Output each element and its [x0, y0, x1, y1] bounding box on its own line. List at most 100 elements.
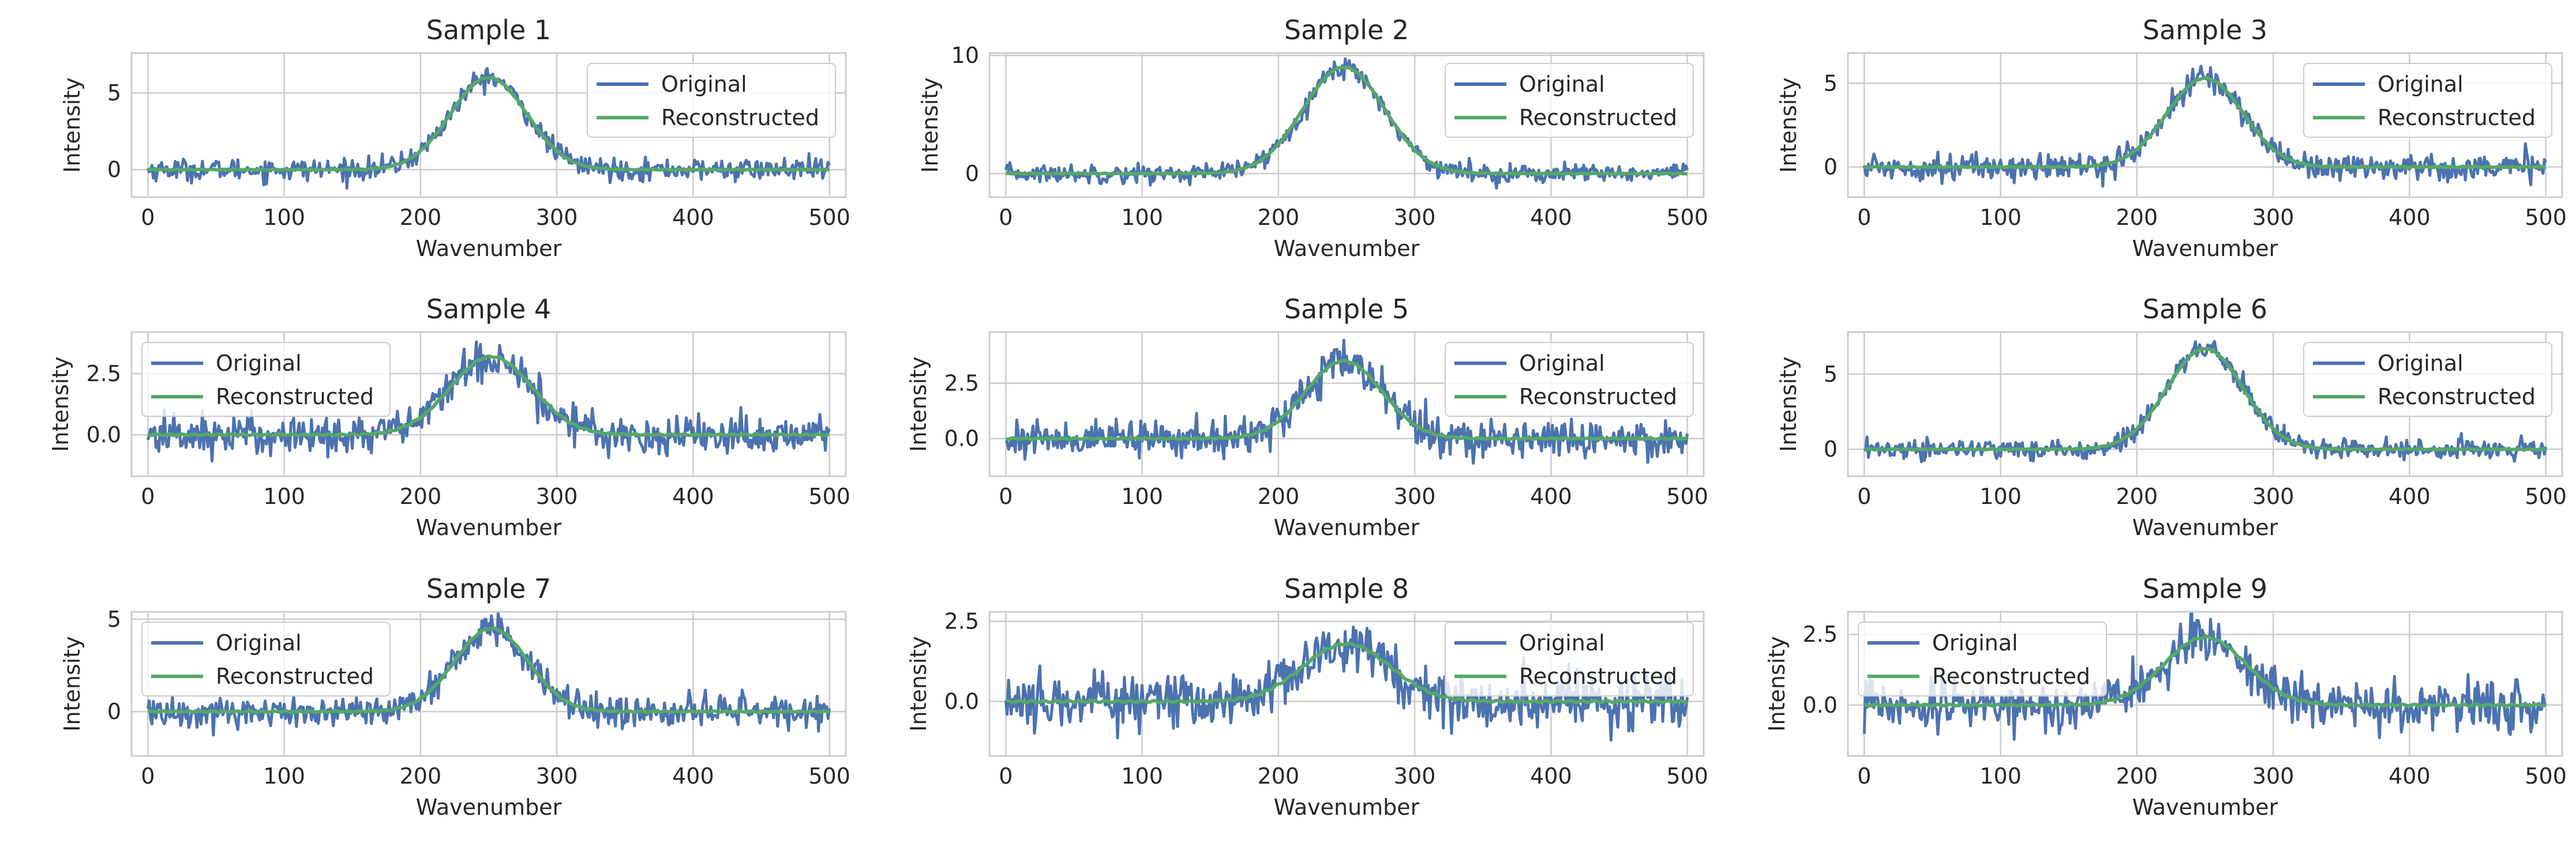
axes-frame — [988, 611, 1705, 757]
subplot-title: Sample 4 — [426, 293, 551, 325]
x-tick-label: 300 — [2252, 763, 2294, 789]
x-axis-label: Wavenumber — [416, 236, 562, 261]
legend-box — [1445, 622, 1694, 697]
legend-box — [141, 342, 391, 417]
legend: Original Reconstructed — [2303, 63, 2552, 138]
x-tick-label: 500 — [1666, 763, 1708, 789]
x-axis-label: Wavenumber — [416, 515, 562, 540]
x-tick-label: 0 — [1857, 484, 1871, 509]
x-tick-label: 100 — [1121, 205, 1163, 230]
x-tick-label: 500 — [1666, 205, 1708, 230]
subplot-6: 0 100 200 300 400 500 0 5 Sample 6 Wavenumber Inte… — [1776, 293, 2567, 540]
axes-frame — [1847, 331, 2563, 477]
x-axis-label: Wavenumber — [1274, 236, 1420, 261]
x-tick-label: 100 — [1979, 205, 2022, 230]
legend: Original Reconstructed — [1445, 342, 1694, 417]
y-tick-label: 0.0 — [87, 422, 121, 447]
subplot-title: Sample 8 — [1284, 573, 1409, 604]
legend-box — [1445, 342, 1694, 417]
y-tick-label: 10 — [951, 43, 979, 68]
legend-label-reconstructed: Reconstructed — [2378, 384, 2536, 409]
x-axis-label: Wavenumber — [2132, 515, 2278, 540]
x-tick-label: 500 — [808, 763, 850, 789]
axes-frame — [1847, 52, 2563, 198]
legend-label-reconstructed: Reconstructed — [661, 105, 819, 130]
series-line-reconstructed — [1863, 76, 2547, 170]
x-axis-label: Wavenumber — [2132, 795, 2278, 820]
axes-frame — [130, 611, 847, 757]
x-tick-label: 0 — [999, 205, 1013, 230]
subplot-title: Sample 5 — [1284, 293, 1409, 325]
x-tick-label: 0 — [141, 484, 155, 509]
y-tick-label: 5 — [1824, 362, 1838, 387]
legend: Original Reconstructed — [2303, 342, 2552, 417]
x-tick-label: 100 — [1979, 484, 2022, 509]
legend-box — [2303, 63, 2552, 138]
y-tick-label: 0.0 — [944, 689, 979, 714]
x-tick-label: 100 — [263, 484, 305, 509]
subplot-4: 0 100 200 300 400 500 0.0 2.5 Sample 4 Wavenumber… — [48, 293, 850, 540]
x-tick-label: 500 — [808, 205, 850, 230]
legend: Original Reconstructed — [1445, 622, 1694, 697]
axes-frame — [988, 331, 1705, 477]
x-tick-label: 300 — [536, 763, 578, 789]
y-tick-label: 0.0 — [1803, 693, 1838, 718]
legend-box — [141, 622, 391, 697]
subplot-2: 0 100 200 300 400 500 0 10 Sample 2 Wavenumber Int… — [917, 14, 1708, 261]
legend-label-original: Original — [216, 630, 302, 656]
y-axis-label: Intensity — [917, 77, 943, 172]
x-tick-label: 400 — [672, 205, 714, 230]
subplot-title: Sample 7 — [426, 573, 551, 604]
legend-label-reconstructed: Reconstructed — [2378, 105, 2536, 130]
x-tick-label: 100 — [263, 205, 305, 230]
x-tick-label: 400 — [2388, 484, 2431, 509]
x-tick-label: 0 — [999, 484, 1013, 509]
x-tick-label: 300 — [536, 205, 578, 230]
x-tick-label: 300 — [1394, 763, 1436, 789]
x-tick-label: 200 — [2116, 763, 2158, 789]
x-tick-label: 400 — [1530, 763, 1572, 789]
x-tick-label: 100 — [263, 763, 305, 789]
x-axis-label: Wavenumber — [2132, 236, 2278, 261]
y-axis-label: Intensity — [1776, 356, 1801, 451]
x-tick-label: 200 — [400, 763, 442, 789]
x-tick-label: 0 — [141, 205, 155, 230]
x-tick-label: 500 — [808, 484, 850, 509]
legend-box — [2303, 342, 2552, 417]
y-axis-label: Intensity — [1776, 77, 1801, 172]
axes-frame — [130, 52, 847, 198]
y-tick-label: 2.5 — [944, 609, 979, 634]
series-line-reconstructed — [1005, 641, 1688, 704]
legend-box — [1858, 622, 2107, 697]
x-tick-label: 400 — [2388, 205, 2431, 230]
y-axis-label: Intensity — [906, 356, 931, 451]
legend-label-original: Original — [1932, 630, 2018, 656]
legend-label-reconstructed: Reconstructed — [1519, 664, 1677, 689]
x-tick-label: 400 — [672, 763, 714, 789]
y-tick-label: 0 — [107, 699, 121, 724]
x-tick-label: 300 — [536, 484, 578, 509]
legend-label-reconstructed: Reconstructed — [216, 664, 374, 689]
series-line-reconstructed — [147, 626, 830, 714]
axes-frame — [1847, 611, 2563, 757]
axes-frame — [988, 52, 1705, 198]
x-tick-label: 500 — [1666, 484, 1708, 509]
legend-label-original: Original — [2378, 71, 2463, 97]
x-tick-label: 0 — [141, 763, 155, 789]
legend-box — [1445, 63, 1694, 138]
y-axis-label: Intensity — [48, 356, 73, 451]
x-tick-label: 200 — [1258, 205, 1300, 230]
legend-label-original: Original — [216, 351, 302, 376]
legend: Original Reconstructed — [587, 63, 836, 138]
legend-label-original: Original — [661, 71, 747, 97]
x-tick-label: 200 — [400, 484, 442, 509]
y-axis-label: Intensity — [906, 636, 931, 731]
x-tick-label: 500 — [2525, 205, 2567, 230]
y-tick-label: 0.0 — [944, 426, 979, 451]
x-tick-label: 0 — [999, 763, 1013, 789]
x-tick-label: 200 — [1258, 763, 1300, 789]
x-tick-label: 100 — [1121, 484, 1163, 509]
subplot-3: 0 100 200 300 400 500 0 5 Sample 3 Wavenumber Inte… — [1776, 14, 2567, 261]
x-tick-label: 400 — [2388, 763, 2431, 789]
legend: Original Reconstructed — [141, 622, 391, 697]
